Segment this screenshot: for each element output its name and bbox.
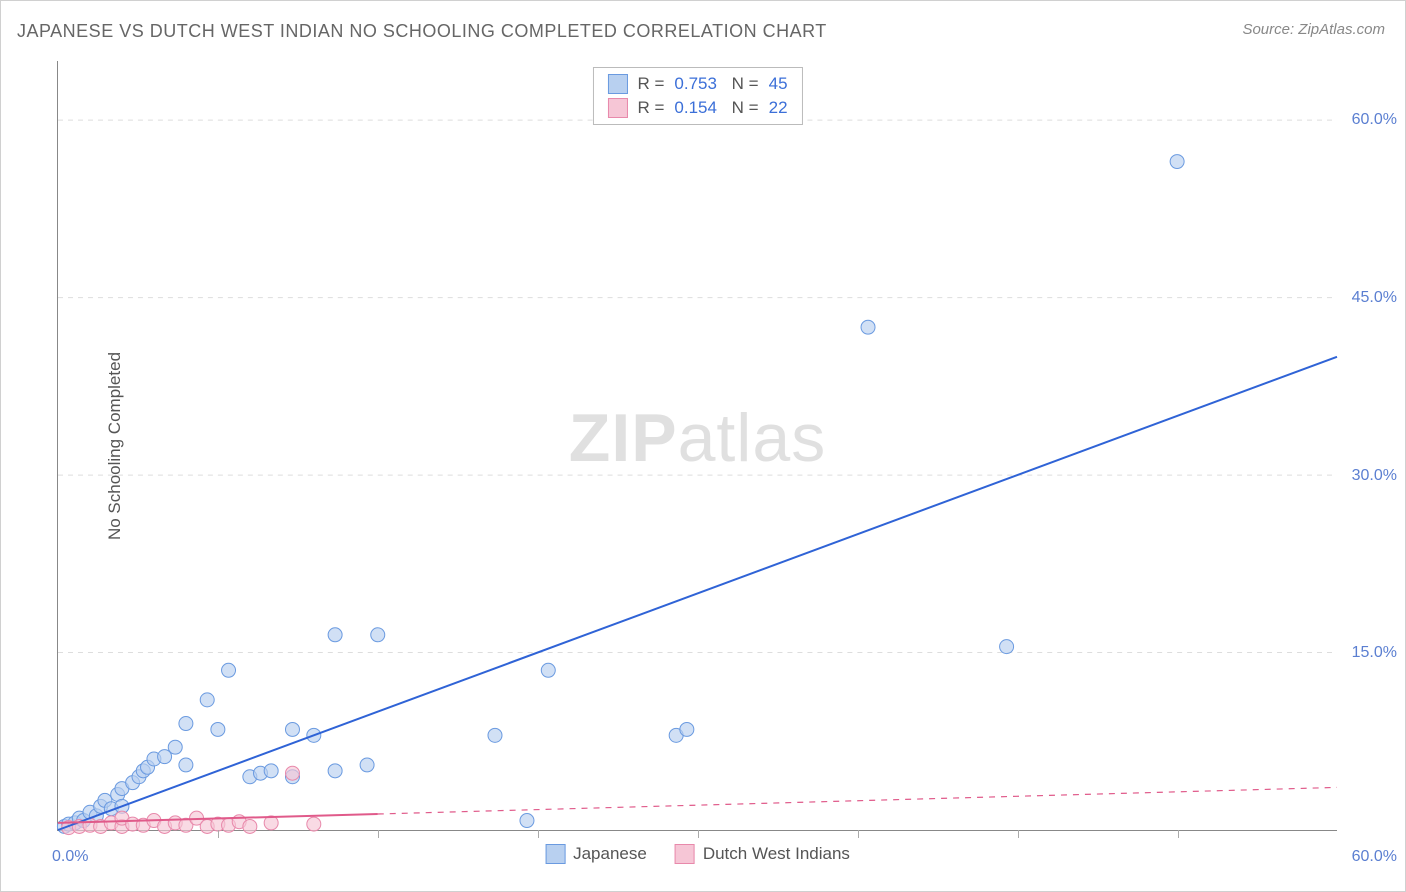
r-value-dutch: 0.154 <box>674 98 717 118</box>
legend-stats-row: R = 0.154 N = 22 <box>607 96 787 120</box>
y-tick-label: 30.0% <box>1352 467 1397 485</box>
trend-line <box>58 357 1337 830</box>
data-point <box>179 758 193 772</box>
data-point <box>264 764 278 778</box>
legend-swatch-japanese <box>545 844 565 864</box>
data-point <box>285 722 299 736</box>
chart-container: JAPANESE VS DUTCH WEST INDIAN NO SCHOOLI… <box>0 0 1406 892</box>
data-point <box>200 693 214 707</box>
data-point <box>285 766 299 780</box>
data-point <box>307 817 321 831</box>
data-point <box>211 722 225 736</box>
x-tick <box>538 830 539 838</box>
chart-title: JAPANESE VS DUTCH WEST INDIAN NO SCHOOLI… <box>17 21 827 42</box>
legend-item-japanese: Japanese <box>545 844 647 864</box>
data-point <box>179 717 193 731</box>
data-point <box>541 663 555 677</box>
x-tick <box>218 830 219 838</box>
legend-swatch-dutch <box>675 844 695 864</box>
legend-stats: R = 0.753 N = 45 R = 0.154 N = 22 <box>592 67 802 125</box>
r-value-japanese: 0.753 <box>674 74 717 94</box>
legend-swatch-japanese <box>607 74 627 94</box>
data-point <box>371 628 385 642</box>
n-value-japanese: 45 <box>769 74 788 94</box>
trend-line-dashed <box>378 787 1337 814</box>
data-point <box>328 628 342 642</box>
x-tick <box>858 830 859 838</box>
data-point <box>222 663 236 677</box>
legend-stats-row: R = 0.753 N = 45 <box>607 72 787 96</box>
legend-item-dutch: Dutch West Indians <box>675 844 850 864</box>
data-point <box>360 758 374 772</box>
x-start-label: 0.0% <box>52 848 88 866</box>
legend-series: Japanese Dutch West Indians <box>545 844 850 864</box>
x-end-label: 60.0% <box>1352 848 1397 866</box>
y-tick-label: 15.0% <box>1352 644 1397 662</box>
data-point <box>1000 640 1014 654</box>
data-point <box>328 764 342 778</box>
data-point <box>168 740 182 754</box>
n-value-dutch: 22 <box>769 98 788 118</box>
x-tick <box>698 830 699 838</box>
data-point <box>861 320 875 334</box>
plot-svg <box>58 61 1337 830</box>
data-point <box>680 722 694 736</box>
legend-swatch-dutch <box>607 98 627 118</box>
y-tick-label: 60.0% <box>1352 111 1397 129</box>
x-tick <box>1178 830 1179 838</box>
x-tick <box>1018 830 1019 838</box>
data-point <box>243 819 257 833</box>
data-point <box>488 728 502 742</box>
legend-label-dutch: Dutch West Indians <box>703 844 850 864</box>
plot-area: ZIPatlas 15.0%30.0%45.0%60.0% 0.0% 60.0%… <box>57 61 1337 831</box>
data-point <box>1170 155 1184 169</box>
y-tick-label: 45.0% <box>1352 289 1397 307</box>
legend-label-japanese: Japanese <box>573 844 647 864</box>
x-tick <box>378 830 379 838</box>
source-label: Source: ZipAtlas.com <box>1242 21 1385 38</box>
data-point <box>520 814 534 828</box>
